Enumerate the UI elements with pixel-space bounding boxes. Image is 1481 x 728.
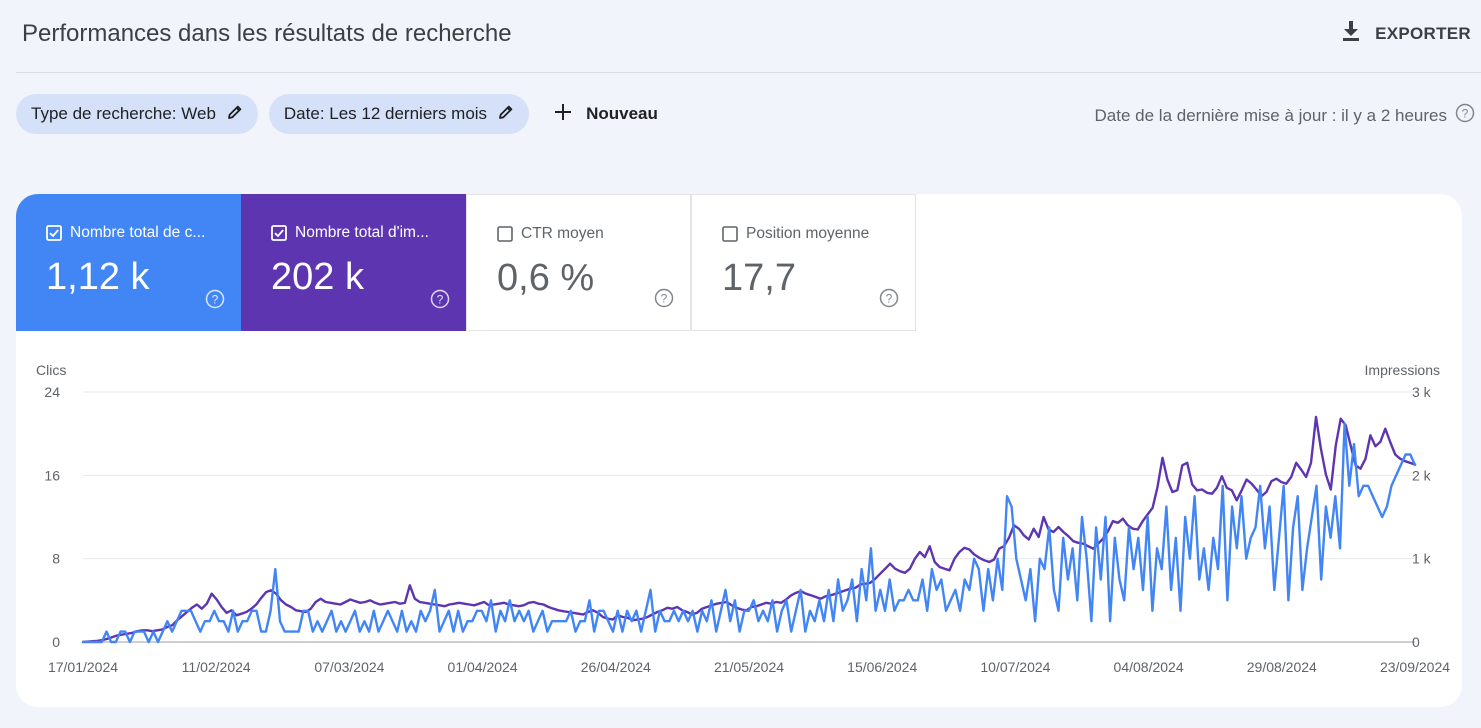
- x-tick-label: 26/04/2024: [581, 659, 651, 675]
- y-left-tick-label: 0: [52, 634, 60, 650]
- page-title: Performances dans les résultats de reche…: [22, 20, 512, 47]
- help-icon[interactable]: ?: [205, 289, 225, 314]
- metric-label: Position moyenne: [746, 225, 870, 242]
- svg-text:?: ?: [437, 293, 444, 307]
- x-tick-label: 01/04/2024: [448, 659, 518, 675]
- performance-line-chart: 0 0 8 1 k 16 2 k 24 3 k Clics Impressions 17/01/20…: [36, 362, 1450, 675]
- checked-checkbox-icon[interactable]: [271, 225, 287, 241]
- help-icon[interactable]: ?: [430, 289, 450, 314]
- y-right-tick-label: 2 k: [1412, 467, 1432, 483]
- x-tick-label: 15/06/2024: [847, 659, 917, 675]
- metric-value: 202 k: [271, 256, 364, 298]
- chart-grid: [83, 391, 1415, 643]
- metric-tile-clicks[interactable]: Nombre total de c... 1,12 k ?: [16, 194, 241, 331]
- metric-label: Nombre total d'im...: [295, 224, 429, 241]
- metric-value: 1,12 k: [46, 256, 150, 298]
- svg-text:?: ?: [212, 293, 219, 307]
- x-tick-label: 07/03/2024: [314, 659, 384, 675]
- help-icon[interactable]: ?: [654, 288, 674, 313]
- metric-tile-impressions[interactable]: Nombre total d'im... 202 k ?: [241, 194, 466, 331]
- header-divider: [16, 72, 1481, 73]
- x-tick-label: 29/08/2024: [1247, 659, 1317, 675]
- series-line-clicks: [81, 422, 1417, 644]
- last-update-text: Date de la dernière mise à jour : il y a…: [1094, 105, 1447, 125]
- x-tick-label: 17/01/2024: [48, 659, 118, 675]
- new-filter-label: Nouveau: [586, 104, 658, 123]
- y-right-tick-label: 3 k: [1412, 384, 1432, 400]
- y-left-tick-label: 16: [44, 467, 60, 483]
- y-right-tick-label: 1 k: [1412, 551, 1432, 567]
- metric-label-row: Nombre total d'im...: [271, 224, 429, 242]
- new-filter-button[interactable]: Nouveau: [540, 103, 658, 126]
- edit-pencil-icon[interactable]: [497, 103, 515, 126]
- metric-label-row: CTR moyen: [497, 225, 604, 243]
- metric-label: Nombre total de c...: [70, 224, 206, 241]
- metric-label-row: Position moyenne: [722, 225, 869, 243]
- last-update-info: Date de la dernière mise à jour : il y a…: [1095, 103, 1475, 128]
- x-tick-label: 10/07/2024: [980, 659, 1050, 675]
- x-tick-label: 04/08/2024: [1114, 659, 1184, 675]
- checked-checkbox-icon[interactable]: [46, 225, 62, 241]
- unchecked-checkbox-icon[interactable]: [722, 226, 738, 242]
- svg-text:?: ?: [886, 292, 893, 306]
- metric-tile-ctr[interactable]: CTR moyen 0,6 % ?: [466, 194, 691, 331]
- performance-card: Nombre total de c... 1,12 k ? Nombre tot…: [16, 194, 1462, 707]
- filter-bar: Type de recherche: Web Date: Les 12 dern…: [16, 94, 658, 134]
- export-button[interactable]: EXPORTER: [1341, 20, 1471, 47]
- filter-chip-label: Date: Les 12 derniers mois: [283, 104, 488, 123]
- metric-label-row: Nombre total de c...: [46, 224, 205, 242]
- unchecked-checkbox-icon[interactable]: [497, 226, 513, 242]
- edit-pencil-icon[interactable]: [226, 103, 244, 126]
- metric-value: 0,6 %: [497, 257, 595, 299]
- y-left-tick-label: 8: [52, 551, 60, 567]
- metric-value: 17,7: [722, 257, 796, 299]
- y-right-axis-title: Impressions: [1365, 362, 1440, 378]
- help-icon[interactable]: ?: [879, 288, 899, 313]
- svg-text:?: ?: [1462, 107, 1469, 121]
- metric-tile-position[interactable]: Position moyenne 17,7 ?: [691, 194, 916, 331]
- plus-icon: [554, 103, 572, 126]
- x-tick-label: 23/09/2024: [1380, 659, 1450, 675]
- page-header: Performances dans les résultats de reche…: [0, 0, 1481, 73]
- filter-chip-date[interactable]: Date: Les 12 derniers mois: [268, 94, 530, 134]
- x-tick-label: 21/05/2024: [714, 659, 784, 675]
- filter-chip-label: Type de recherche: Web: [31, 104, 216, 123]
- y-left-tick-label: 24: [44, 384, 60, 400]
- y-right-tick-label: 0: [1412, 634, 1420, 650]
- download-icon: [1341, 20, 1361, 47]
- metric-label: CTR moyen: [521, 225, 604, 242]
- x-tick-label: 11/02/2024: [182, 659, 251, 675]
- help-icon[interactable]: ?: [1455, 103, 1475, 128]
- y-left-axis-title: Clics: [36, 362, 66, 378]
- filter-chip-search-type[interactable]: Type de recherche: Web: [16, 94, 258, 134]
- chart-series: [81, 415, 1417, 644]
- export-label: EXPORTER: [1375, 23, 1471, 43]
- chart-axis-labels: 0 0 8 1 k 16 2 k 24 3 k Clics Impressions 17/01/20…: [36, 362, 1450, 675]
- svg-text:?: ?: [661, 292, 668, 306]
